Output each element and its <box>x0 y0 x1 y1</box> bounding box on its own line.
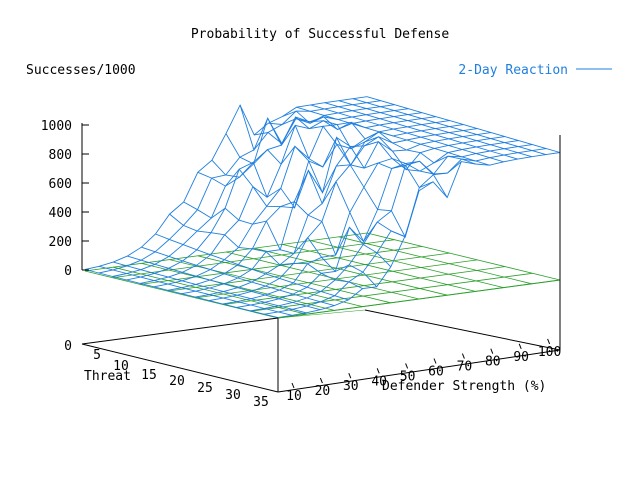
surface-line <box>277 152 561 319</box>
threat-tick-label: 35 <box>253 395 269 410</box>
surface-line <box>236 140 519 308</box>
surface-line <box>113 261 307 314</box>
surface-line <box>98 265 293 316</box>
threat-tick-label: 20 <box>169 374 185 389</box>
surface-line <box>239 104 434 189</box>
base-grid-line <box>282 244 476 292</box>
surface-line <box>211 159 406 243</box>
threat-tick-label: 25 <box>197 381 213 396</box>
defender-tick-label: 70 <box>457 360 473 375</box>
defender-tick-mark <box>461 353 465 359</box>
defender-tick-label: 90 <box>513 350 529 365</box>
z-tick-label: 800 <box>49 148 72 163</box>
defender-tick-mark <box>433 358 437 364</box>
threat-axis-line <box>81 343 279 393</box>
base-grid-line <box>254 247 448 296</box>
base-grid-line <box>338 236 532 285</box>
surface-line <box>338 100 532 158</box>
base-grid-line <box>140 246 423 285</box>
defender-tick-label: 20 <box>315 384 331 399</box>
base-grid-line <box>197 255 391 304</box>
surface-line <box>197 168 392 268</box>
surface-line <box>310 104 504 163</box>
surface-line <box>84 269 279 319</box>
axes <box>81 123 561 393</box>
defender-tick-label: 10 <box>286 389 302 404</box>
surface-line <box>183 201 378 288</box>
defender-tick-mark <box>518 343 522 349</box>
surface-line <box>366 96 561 153</box>
threat-tick-label: 30 <box>225 388 241 403</box>
defender-tick-label: 50 <box>400 369 416 384</box>
defender-tick-label: 40 <box>371 374 387 389</box>
surface-mesh <box>84 96 561 319</box>
threat-tick-label: 10 <box>113 359 129 374</box>
defender-tick-label: 30 <box>343 379 359 394</box>
surface-line <box>155 233 349 301</box>
surface-line <box>268 118 462 175</box>
defender-tick-label: 80 <box>485 355 501 370</box>
z-axis-label: Successes/1000 <box>26 63 136 78</box>
base-grid-line <box>167 252 450 292</box>
defender-tick-mark <box>490 348 494 354</box>
surface-line <box>141 246 335 307</box>
threat-tick-label: 5 <box>93 348 101 363</box>
x-axis-label: Defender Strength (%) <box>382 379 546 394</box>
legend-label: 2-Day Reaction <box>458 63 568 78</box>
surface-line <box>352 98 547 156</box>
defender-tick-mark <box>319 377 323 384</box>
defender-tick-label: 100 <box>538 345 561 360</box>
base-grid-line <box>225 251 420 300</box>
base-grid-line <box>141 263 335 311</box>
z-tick-label: 0 <box>64 264 72 279</box>
surface-line <box>169 213 363 290</box>
surface-line <box>209 132 492 302</box>
base-grid-line <box>250 272 533 312</box>
base-grid-line <box>222 266 505 305</box>
base-grid <box>84 232 561 319</box>
surface-line <box>127 255 321 311</box>
defender-tick-mark <box>348 373 352 379</box>
defender-tick-label: 60 <box>428 365 444 380</box>
z-tick-label: 400 <box>49 206 72 221</box>
base-grid-line <box>84 270 279 319</box>
z-tick-label: 200 <box>49 235 72 250</box>
surface-line <box>296 106 490 166</box>
defender-axis-line <box>277 349 561 393</box>
z-tick-label: 1000 <box>41 119 72 134</box>
tick-labels: 1000 800 600 400 200 0 0 5 10 15 20 25 30 35 10 20 30 40 5… <box>41 119 562 410</box>
y-axis-label: Threat <box>84 369 131 384</box>
threat-tick-label: 15 <box>141 368 157 383</box>
left-base-line <box>81 317 279 345</box>
surface-line <box>324 102 518 160</box>
base-grid-line <box>366 232 561 281</box>
surface-line <box>225 133 420 239</box>
defender-tick-mark <box>405 363 409 369</box>
base-front-line <box>277 279 561 319</box>
defender-tick-mark <box>291 382 295 389</box>
z-floor-label: 0 <box>64 339 72 354</box>
surface-line <box>264 148 547 315</box>
base-back-line <box>277 309 366 319</box>
base-grid-line <box>84 232 368 272</box>
surface-line <box>254 116 448 198</box>
base-grid-line <box>169 259 363 307</box>
defender-tick-mark <box>547 338 551 345</box>
floor-back-line <box>364 309 561 351</box>
z-tick-label: 600 <box>49 177 72 192</box>
defender-tick-mark <box>376 368 380 374</box>
chart-title: Probability of Successful Defense <box>191 27 449 42</box>
